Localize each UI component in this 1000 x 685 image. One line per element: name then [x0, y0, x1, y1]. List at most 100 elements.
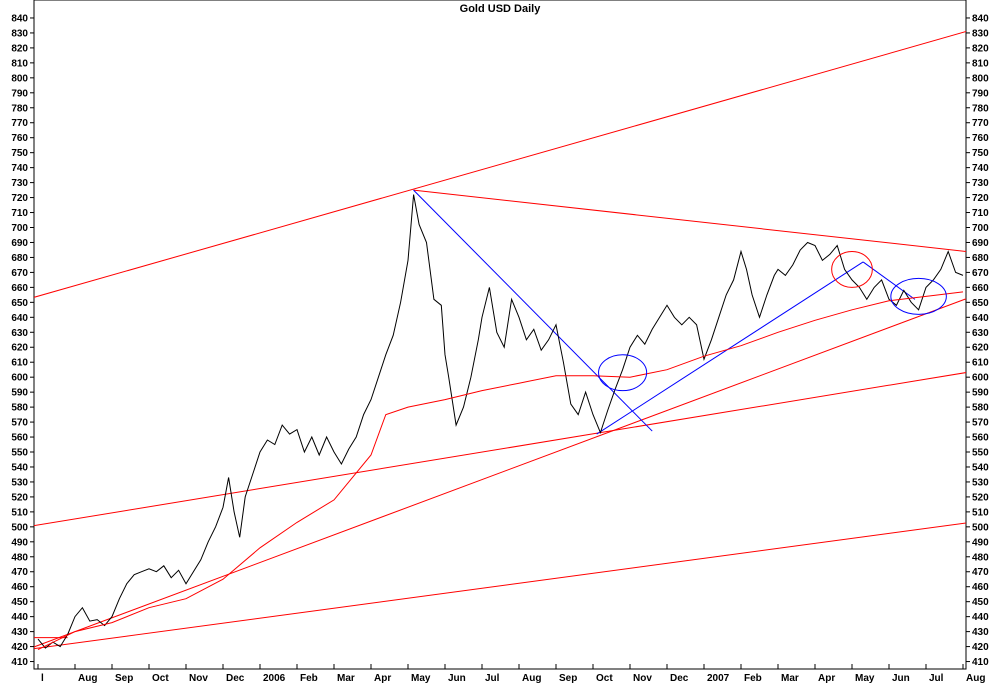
x-tick-label: l — [41, 673, 44, 684]
x-tick-label: Apr — [374, 673, 391, 684]
x-tick-label: May — [411, 673, 431, 684]
y-tick-label-left: 530 — [11, 477, 28, 488]
y-tick-label-right: 540 — [972, 462, 989, 473]
x-tick-label: Mar — [337, 673, 355, 684]
y-tick-label-left: 540 — [11, 462, 28, 473]
y-tick-label-left: 750 — [11, 148, 28, 159]
y-tick-label-right: 690 — [972, 238, 989, 249]
y-tick-label-right: 760 — [972, 133, 989, 144]
plot-frame — [33, 0, 967, 670]
y-tick-label-left: 740 — [11, 163, 28, 174]
y-tick-label-left: 490 — [11, 537, 28, 548]
x-tick-label: Apr — [818, 673, 835, 684]
x-tick-label: Dec — [670, 673, 689, 684]
y-tick-label-left: 600 — [11, 373, 28, 384]
y-tick-label-right: 660 — [972, 283, 989, 294]
y-tick-label-left: 770 — [11, 118, 28, 129]
annotation-ellipse — [890, 277, 947, 315]
y-tick-label-right: 560 — [972, 433, 989, 444]
y-tick-label-left: 690 — [11, 238, 28, 249]
y-tick-label-left: 620 — [11, 343, 28, 354]
y-tick-label-left: 430 — [11, 627, 28, 638]
y-tick-label-right: 460 — [972, 582, 989, 593]
x-tick-label: Feb — [744, 673, 762, 684]
y-tick-label-right: 610 — [972, 358, 989, 369]
x-tick-label: Oct — [152, 673, 169, 684]
y-axis-right: 410 420 430 440 450 460 470 480 490 500 510 520 530 5… — [966, 13, 989, 668]
x-tick-label: Mar — [781, 673, 799, 684]
series-line — [37, 194, 964, 649]
y-tick-label-left: 830 — [11, 28, 28, 39]
y-tick-label-right: 620 — [972, 343, 989, 354]
y-tick-label-right: 700 — [972, 223, 989, 234]
y-tick-label-left: 550 — [11, 448, 28, 459]
series-layer — [37, 194, 964, 651]
y-tick-label-left: 660 — [11, 283, 28, 294]
y-tick-label-left: 500 — [11, 522, 28, 533]
annotation-ellipses — [598, 250, 947, 392]
x-tick-label: Nov — [189, 673, 208, 684]
y-tick-label-left: 460 — [11, 582, 28, 593]
trendlines — [34, 31, 966, 650]
x-tick-label: Jun — [892, 673, 910, 684]
y-tick-label-left: 760 — [11, 133, 28, 144]
y-tick-label-right: 580 — [972, 403, 989, 414]
x-tick-label: 2007 — [707, 673, 730, 684]
y-tick-label-right: 840 — [972, 13, 989, 24]
x-tick-label: Aug — [522, 673, 541, 684]
y-tick-label-left: 420 — [11, 642, 28, 653]
x-tick-label: Sep — [115, 673, 133, 684]
y-tick-label-left: 670 — [11, 268, 28, 279]
y-tick-label-left: 780 — [11, 103, 28, 114]
y-tick-label-left: 480 — [11, 552, 28, 563]
y-tick-label-right: 450 — [972, 597, 989, 608]
y-tick-label-right: 730 — [972, 178, 989, 189]
y-tick-label-right: 800 — [972, 73, 989, 84]
y-tick-label-right: 530 — [972, 477, 989, 488]
annotation-ellipse — [831, 250, 873, 288]
x-tick-label: Jul — [929, 673, 944, 684]
y-tick-label-left: 440 — [11, 612, 28, 623]
y-tick-label-left: 580 — [11, 403, 28, 414]
y-tick-label-right: 510 — [972, 507, 989, 518]
y-tick-label-left: 410 — [11, 657, 28, 668]
y-tick-label-right: 750 — [972, 148, 989, 159]
y-tick-label-left: 790 — [11, 88, 28, 99]
y-tick-label-right: 650 — [972, 298, 989, 309]
y-tick-label-left: 820 — [11, 43, 28, 54]
y-tick-label-left: 630 — [11, 328, 28, 339]
annotation-ellipse — [598, 354, 648, 392]
x-tick-label: Nov — [633, 673, 652, 684]
y-tick-label-right: 740 — [972, 163, 989, 174]
y-tick-label-right: 470 — [972, 567, 989, 578]
y-tick-label-right: 420 — [972, 642, 989, 653]
y-tick-label-right: 500 — [972, 522, 989, 533]
y-tick-label-left: 680 — [11, 253, 28, 264]
x-tick-label: Feb — [300, 673, 318, 684]
y-tick-label-left: 520 — [11, 492, 28, 503]
trendline — [413, 189, 653, 432]
y-tick-label-left: 810 — [11, 58, 28, 69]
y-tick-label-left: 720 — [11, 193, 28, 204]
trendline — [34, 31, 966, 298]
y-tick-label-right: 490 — [972, 537, 989, 548]
trendline — [34, 372, 966, 527]
y-tick-label-right: 480 — [972, 552, 989, 563]
y-tick-label-left: 560 — [11, 433, 28, 444]
y-tick-label-right: 440 — [972, 612, 989, 623]
y-tick-label-right: 830 — [972, 28, 989, 39]
y-tick-label-left: 730 — [11, 178, 28, 189]
chart-title: Gold USD Daily — [460, 3, 542, 15]
y-tick-label-right: 550 — [972, 448, 989, 459]
x-tick-label: Aug — [966, 673, 985, 684]
x-tick-label: Jul — [485, 673, 500, 684]
y-tick-label-left: 800 — [11, 73, 28, 84]
y-tick-label-left: 470 — [11, 567, 28, 578]
y-tick-label-right: 710 — [972, 208, 989, 219]
y-tick-label-right: 430 — [972, 627, 989, 638]
x-tick-label: Jun — [448, 673, 466, 684]
y-tick-label-right: 590 — [972, 388, 989, 399]
x-tick-label: Dec — [226, 673, 245, 684]
y-tick-label-right: 820 — [972, 43, 989, 54]
